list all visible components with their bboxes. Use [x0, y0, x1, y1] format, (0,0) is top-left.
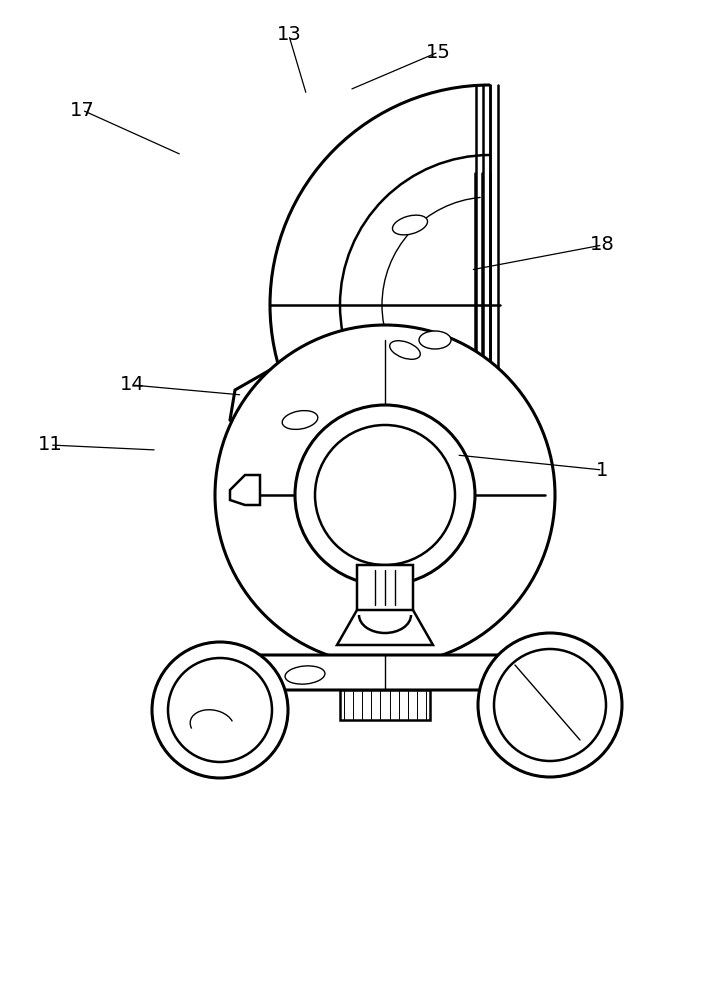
Text: 15: 15: [426, 42, 451, 62]
Ellipse shape: [285, 666, 325, 684]
Ellipse shape: [282, 411, 318, 429]
Text: 13: 13: [277, 25, 301, 44]
Circle shape: [168, 658, 272, 762]
Circle shape: [215, 325, 555, 665]
Polygon shape: [337, 610, 433, 645]
Bar: [340, 690, 430, 720]
Text: 11: 11: [38, 436, 62, 454]
Text: 14: 14: [120, 375, 144, 394]
Ellipse shape: [419, 331, 451, 349]
Polygon shape: [210, 655, 560, 690]
Polygon shape: [357, 565, 413, 630]
Circle shape: [152, 642, 288, 778]
Circle shape: [478, 633, 622, 777]
Ellipse shape: [392, 215, 428, 235]
Circle shape: [315, 425, 455, 565]
Polygon shape: [230, 340, 533, 630]
Circle shape: [494, 649, 606, 761]
Text: 17: 17: [70, 101, 94, 119]
Polygon shape: [230, 475, 260, 505]
Circle shape: [295, 405, 475, 585]
Text: 1: 1: [596, 460, 609, 480]
Polygon shape: [370, 337, 460, 415]
Text: 18: 18: [590, 235, 615, 254]
Ellipse shape: [390, 341, 420, 359]
Polygon shape: [395, 415, 435, 440]
